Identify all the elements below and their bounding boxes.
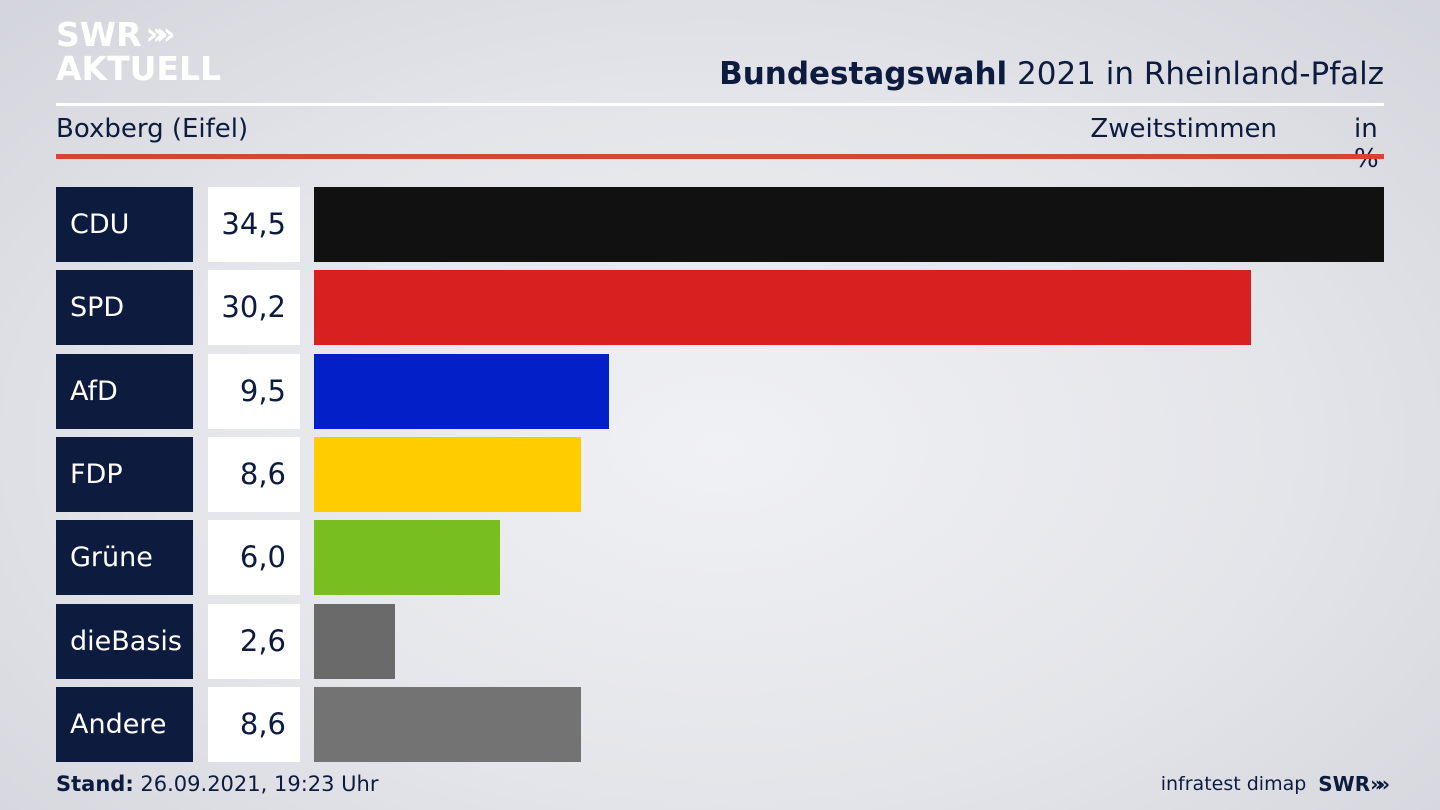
chart-row: FDP 8,6 [56,436,1384,512]
value-label: 2,6 [208,603,300,679]
party-label: AfD [56,353,193,429]
bar [314,436,581,512]
bar [314,686,581,762]
party-label: FDP [56,436,193,512]
bar [314,603,395,679]
party-label: CDU [56,187,193,262]
stand-label: Stand: [56,772,134,796]
value-label: 30,2 [208,270,300,346]
bar [314,187,1384,262]
footer-credits: infratest dimap SWR»» [1160,772,1390,796]
value-label: 6,0 [208,520,300,596]
party-label: Andere [56,686,193,762]
swr-aktuell-logo: SWR»» AKTUELL [56,18,221,86]
logo-aktuell: AKTUELL [56,49,222,88]
title-rest: 2021 in Rheinland-Pfalz [1007,56,1384,92]
value-label: 34,5 [208,187,300,262]
chart-row: Andere 8,6 [56,686,1384,762]
bar [314,353,609,429]
swr-footer-logo: SWR»» [1318,772,1390,796]
chart-row: SPD 30,2 [56,270,1384,346]
value-label: 8,6 [208,436,300,512]
timestamp: Stand: 26.09.2021, 19:23 Uhr [56,772,379,796]
bar [314,520,500,596]
chart-row: CDU 34,5 [56,187,1384,262]
source-label: infratest dimap [1160,773,1307,795]
party-label: Grüne [56,520,193,596]
footer-chevrons-icon-2: » [1377,772,1390,796]
logo-swr: SWR [56,15,142,54]
value-label: 9,5 [208,353,300,429]
header-divider [56,103,1384,106]
party-label: SPD [56,270,193,346]
party-label: dieBasis [56,603,193,679]
metric-label: Zweitstimmen [1090,114,1277,144]
chart-row: dieBasis 2,6 [56,603,1384,679]
unit-label: in % [1354,114,1379,174]
footer-brand: SWR [1318,772,1371,796]
subtitle-divider [56,154,1384,159]
chart-row: AfD 9,5 [56,353,1384,429]
value-label: 8,6 [208,686,300,762]
title-bold: Bundestagswahl [719,56,1008,92]
subtitle: Boxberg (Eifel) [56,114,249,144]
chart-row: Grüne 6,0 [56,520,1384,596]
stand-value: 26.09.2021, 19:23 Uhr [133,772,379,796]
page-title: Bundestagswahl 2021 in Rheinland-Pfalz [719,56,1384,92]
bar [314,270,1251,346]
